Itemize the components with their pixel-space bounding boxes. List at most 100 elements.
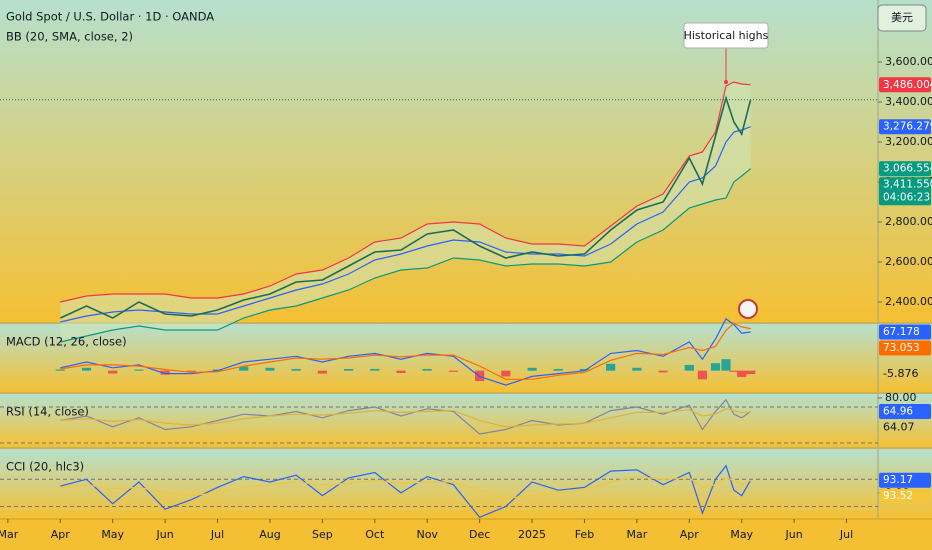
histogram-bar xyxy=(55,369,65,371)
price-label-bg xyxy=(879,119,931,135)
y-tick-label: 3,200.000 xyxy=(885,135,932,148)
x-tick-label: Oct xyxy=(365,528,385,541)
x-tick-label: Jul xyxy=(210,528,224,541)
pane-title: Gold Spot / U.S. Dollar · 1D · OANDA xyxy=(6,10,214,24)
histogram-bar xyxy=(160,370,170,375)
band-fill xyxy=(60,82,751,342)
histogram-bar xyxy=(553,368,563,371)
series-line xyxy=(60,398,751,435)
x-tick-label: Jun xyxy=(785,528,803,541)
x-tick-label: Feb xyxy=(575,528,594,541)
x-tick-label: Aug xyxy=(259,528,280,541)
price-label: 3,486.004 xyxy=(883,79,932,91)
price-label-bg xyxy=(879,404,931,420)
x-tick-label: Mar xyxy=(0,528,19,541)
pane-background xyxy=(0,0,932,322)
y-tick-label: 2,400.000 xyxy=(885,295,932,308)
price-label: 3,066.554 xyxy=(883,163,932,175)
x-tick-label: May xyxy=(730,528,753,541)
histogram-bar xyxy=(721,359,731,371)
series-line xyxy=(60,475,751,499)
price-label-bg xyxy=(879,340,931,356)
histogram-bar xyxy=(291,368,301,371)
histogram-bar xyxy=(746,370,756,375)
histogram-bar xyxy=(134,369,144,371)
x-tick-label: Sep xyxy=(312,528,333,541)
price-label-bg xyxy=(879,77,931,93)
flag-icon xyxy=(737,299,758,319)
pane-background xyxy=(0,394,932,447)
price-label: 93.17 xyxy=(883,474,913,486)
histogram-bar xyxy=(448,370,459,372)
series-line xyxy=(60,322,751,380)
y-tick-label: 2,800.000 xyxy=(885,215,932,228)
pane-title: RSI (14, close) xyxy=(6,405,89,419)
price-label: 64.07 xyxy=(883,421,915,434)
histogram-bar xyxy=(186,370,196,372)
histogram-bar xyxy=(396,370,406,373)
price-label: 3,411.550 xyxy=(883,179,932,191)
series-line xyxy=(60,81,751,303)
x-tick-label: Apr xyxy=(51,528,71,541)
price-label: 73.053 xyxy=(883,342,920,354)
price-label: 67.178 xyxy=(883,326,920,338)
x-tick-label: May xyxy=(101,528,124,541)
x-tick-label: Nov xyxy=(416,528,438,541)
y-tick-label: 80.00 xyxy=(885,391,917,404)
x-tick-label: 2025 xyxy=(518,528,546,541)
histogram-bar xyxy=(697,370,707,380)
annotation-point xyxy=(723,80,728,84)
histogram-bar xyxy=(729,370,739,372)
histogram-bar xyxy=(370,368,380,371)
x-tick-label: Mar xyxy=(626,528,647,541)
histogram-bar xyxy=(579,368,590,371)
pane-title: CCI (20, hlc3) xyxy=(6,460,84,474)
countdown: 04:06:23 xyxy=(883,192,930,204)
pane-subtitle: BB (20, SMA, close, 2) xyxy=(6,30,133,44)
y-tick-label: 3,600.000 xyxy=(885,55,932,68)
x-tick-label: Apr xyxy=(680,528,700,541)
x-tick-label: Dec xyxy=(469,528,490,541)
histogram-bar xyxy=(737,370,747,378)
annotation-box xyxy=(683,22,769,49)
histogram-bar xyxy=(658,370,668,373)
histogram-bar xyxy=(265,367,275,371)
histogram-bar xyxy=(527,367,537,371)
histogram-bar xyxy=(81,367,92,371)
histogram-bar xyxy=(501,370,511,377)
price-label: 64.96 xyxy=(883,406,913,418)
series-line xyxy=(60,126,751,323)
currency-button[interactable] xyxy=(877,4,927,32)
pane-background xyxy=(0,324,932,392)
histogram-bar xyxy=(239,366,249,371)
pane-title: MACD (12, 26, close) xyxy=(6,335,127,349)
series-line xyxy=(60,464,752,519)
x-tick-label: Jun xyxy=(156,528,174,541)
price-label-bg xyxy=(879,488,931,504)
y-tick-label: 3,400.000 xyxy=(885,95,932,108)
histogram-bar xyxy=(108,370,118,374)
price-label-bg xyxy=(879,472,931,488)
series-line xyxy=(60,317,751,386)
price-label-bg xyxy=(879,177,931,206)
price-label-bg xyxy=(879,324,931,340)
histogram-bar xyxy=(317,370,327,374)
price-label: 93.52 xyxy=(883,490,913,502)
histogram-bar xyxy=(710,363,721,371)
histogram-bar xyxy=(606,363,616,371)
price-label-bg xyxy=(879,161,931,177)
x-tick-label: Jul xyxy=(839,528,853,541)
histogram-bar xyxy=(632,367,642,371)
currency-button-label[interactable]: 美元 xyxy=(891,11,913,24)
histogram-bar xyxy=(422,368,432,371)
series-line xyxy=(59,95,752,319)
histogram-bar xyxy=(684,364,694,371)
y-tick-label: 2,600.000 xyxy=(885,255,932,268)
histogram-bar xyxy=(343,368,354,371)
price-label: 3,276.279 xyxy=(883,121,932,133)
annotation-text: Historical highs xyxy=(684,29,769,42)
series-line xyxy=(60,408,751,428)
price-label: -5.876 xyxy=(883,367,918,380)
series-line xyxy=(60,168,751,343)
